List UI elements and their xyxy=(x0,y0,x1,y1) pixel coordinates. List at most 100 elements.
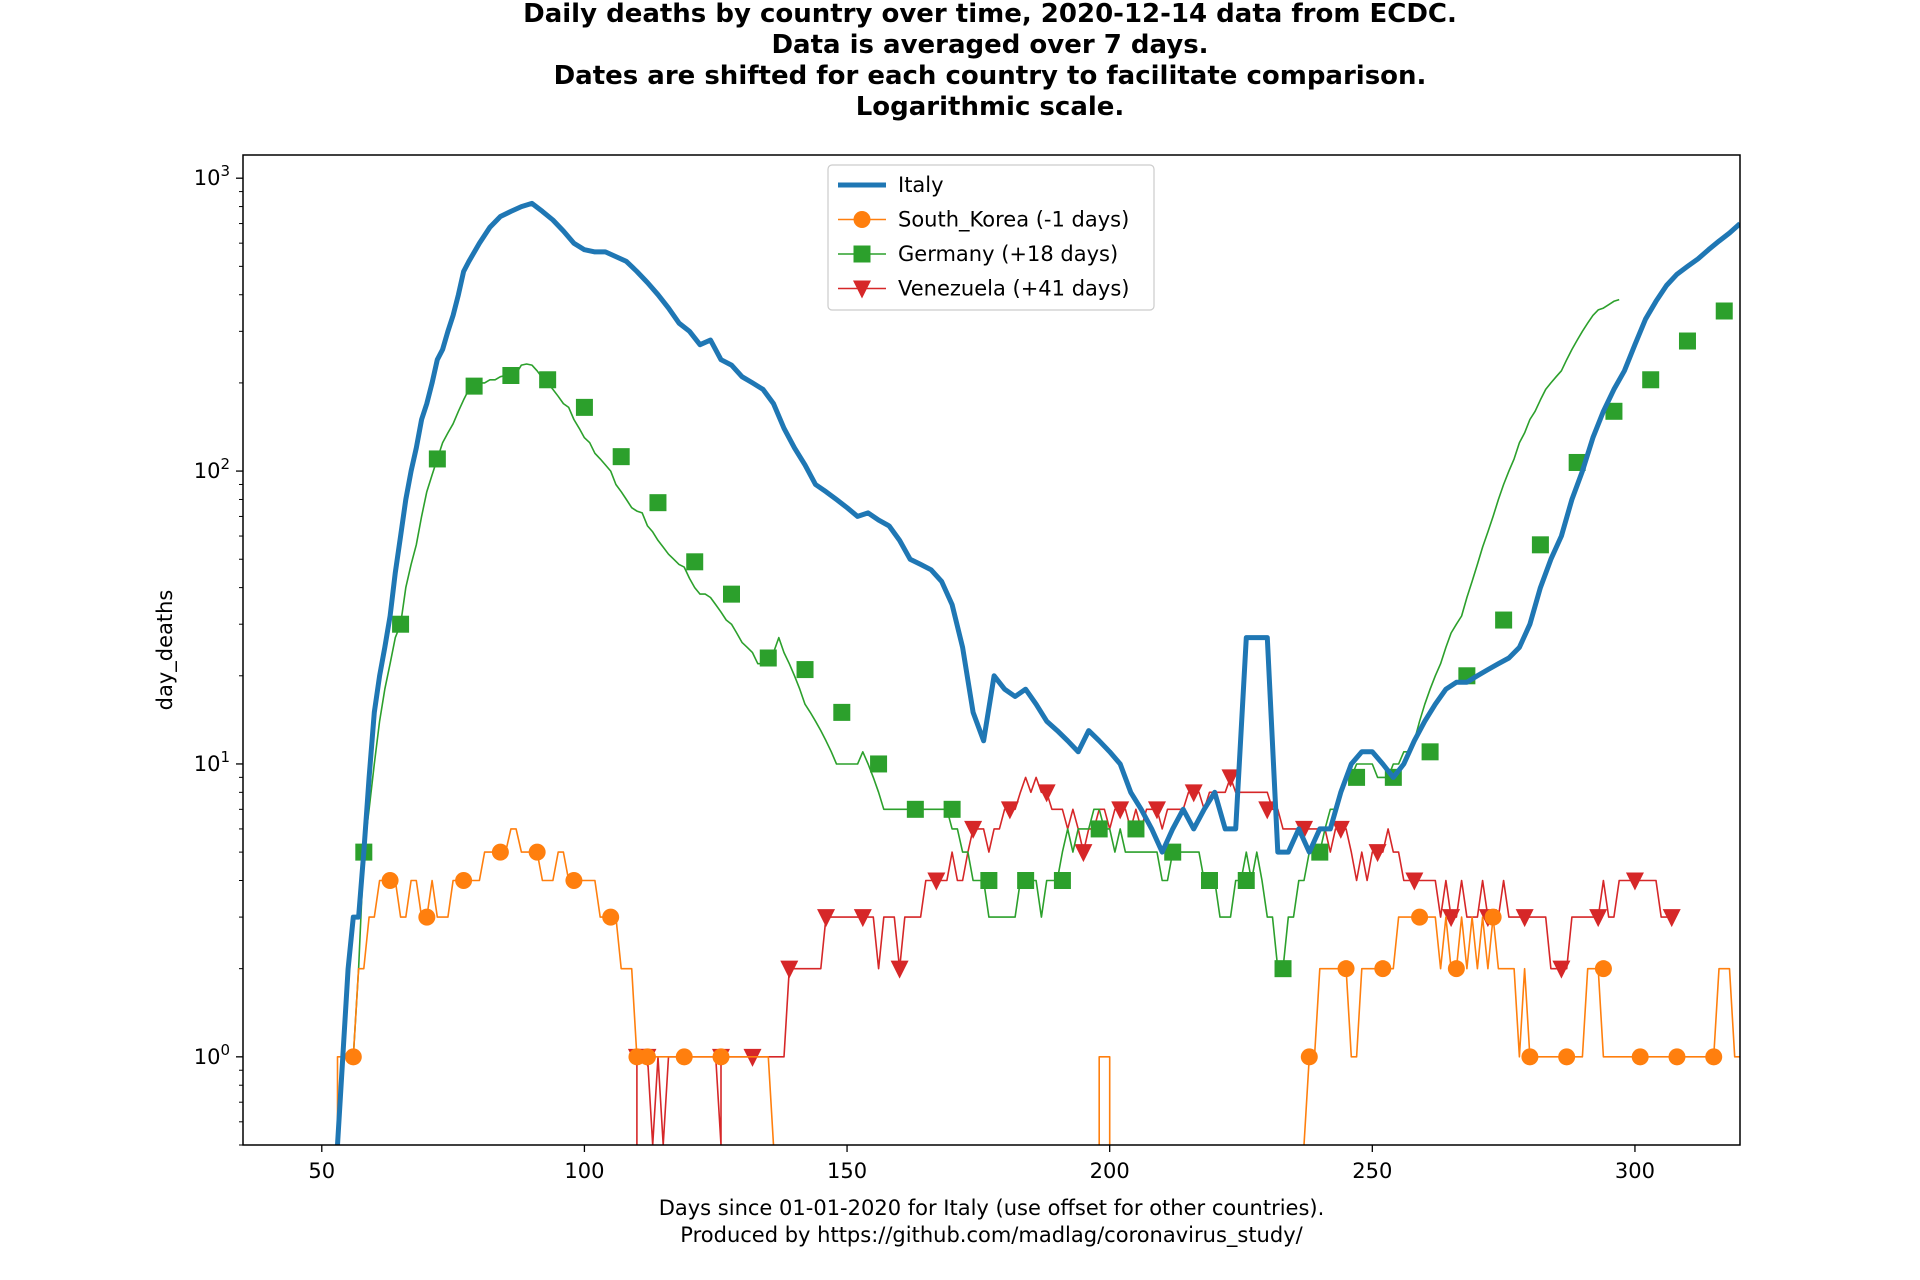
y-axis: 103 102 101 100 xyxy=(194,162,243,1146)
data-point xyxy=(943,800,961,818)
data-point xyxy=(817,909,836,928)
data-point xyxy=(686,553,704,571)
data-point xyxy=(1147,801,1166,820)
x-axis-label: Days since 01-01-2020 for Italy (use off… xyxy=(659,1196,1325,1248)
data-point xyxy=(722,585,740,603)
legend-label: South_Korea (-1 days) xyxy=(898,208,1129,233)
data-point xyxy=(1037,784,1056,803)
data-point xyxy=(1295,820,1314,839)
series-line xyxy=(336,828,775,1145)
data-point xyxy=(1625,872,1644,891)
data-point xyxy=(1311,843,1329,861)
data-point xyxy=(1053,872,1071,890)
data-point xyxy=(1164,843,1182,861)
data-point xyxy=(1337,960,1355,978)
data-point xyxy=(602,908,620,926)
data-point xyxy=(502,366,520,384)
data-point xyxy=(906,800,924,818)
data-point xyxy=(853,909,872,928)
legend-item: Germany (+18 days) xyxy=(838,242,1118,266)
series-south_korea xyxy=(336,828,1740,1145)
data-point xyxy=(1300,1048,1318,1066)
data-point xyxy=(1668,1048,1686,1066)
data-point xyxy=(491,843,509,861)
legend-item: South_Korea (-1 days) xyxy=(838,208,1129,233)
data-point xyxy=(539,371,557,389)
data-point xyxy=(1589,909,1608,928)
legend-label: Venezuela (+41 days) xyxy=(898,277,1129,301)
data-point xyxy=(743,1048,762,1067)
data-point xyxy=(1421,743,1439,761)
plot-series xyxy=(335,200,1740,1145)
data-point xyxy=(1594,960,1612,978)
data-point xyxy=(418,908,436,926)
data-point xyxy=(1678,332,1696,350)
data-point xyxy=(428,450,446,468)
legend-item: Venezuela (+41 days) xyxy=(838,277,1129,301)
data-point xyxy=(1184,784,1203,803)
data-point xyxy=(344,1048,362,1066)
x-tick-label: 250 xyxy=(1352,1159,1392,1183)
data-point xyxy=(1237,872,1255,890)
plot-frame xyxy=(242,154,1741,1146)
data-point xyxy=(455,872,473,890)
data-point xyxy=(1705,1048,1723,1066)
data-point xyxy=(1631,1048,1649,1066)
data-point xyxy=(927,872,946,891)
x-tick-label: 100 xyxy=(564,1159,604,1183)
x-axis-label-line: Produced by https://github.com/madlag/co… xyxy=(680,1223,1303,1248)
data-point xyxy=(1127,820,1145,838)
data-point xyxy=(528,843,546,861)
data-point xyxy=(465,377,483,395)
data-point xyxy=(833,703,851,721)
legend-marker xyxy=(853,280,871,299)
data-point xyxy=(1447,960,1465,978)
data-point xyxy=(1495,611,1513,629)
title-line: Data is averaged over 7 days. xyxy=(771,30,1208,60)
title-line: Dates are shifted for each country to fa… xyxy=(554,61,1427,91)
y-tick-label: 103 xyxy=(194,162,230,190)
legend-label: Italy xyxy=(898,173,944,197)
data-point xyxy=(1515,909,1534,928)
data-point xyxy=(1000,801,1019,820)
data-point xyxy=(1662,909,1681,928)
legend-marker xyxy=(853,245,871,263)
series-italy xyxy=(335,200,1740,1145)
data-point xyxy=(796,661,814,679)
data-point xyxy=(675,1048,693,1066)
legend-label: Germany (+18 days) xyxy=(898,242,1118,266)
data-point xyxy=(1090,820,1108,838)
series-line xyxy=(1303,916,1740,1145)
data-point xyxy=(1552,960,1571,979)
legend-marker xyxy=(853,211,871,228)
data-point xyxy=(712,1048,730,1066)
y-tick-label: 102 xyxy=(194,455,230,483)
x-axis: 50 100 150 200 250 300 xyxy=(308,1145,1655,1183)
chart-title: Daily deaths by country over time, 2020-… xyxy=(523,0,1457,122)
data-point xyxy=(1642,371,1660,389)
x-tick-label: 200 xyxy=(1090,1159,1130,1183)
series-line xyxy=(1098,1056,1111,1145)
y-tick-label: 101 xyxy=(194,748,230,776)
legend-box xyxy=(827,164,1155,311)
data-point xyxy=(964,820,983,839)
data-point xyxy=(1017,872,1035,890)
data-point xyxy=(565,872,583,890)
series-venezuela xyxy=(627,769,1681,1145)
data-point xyxy=(870,755,888,773)
data-point xyxy=(1484,908,1502,926)
data-point xyxy=(759,649,777,667)
data-point xyxy=(1715,302,1733,320)
data-point xyxy=(1605,402,1623,420)
data-point xyxy=(1111,801,1130,820)
data-point xyxy=(1348,768,1366,786)
data-point xyxy=(1405,872,1424,891)
data-point xyxy=(1374,960,1392,978)
data-point xyxy=(1331,820,1350,839)
data-point xyxy=(780,960,799,979)
data-point xyxy=(1074,844,1093,863)
data-point xyxy=(1531,536,1549,554)
title-line: Daily deaths by country over time, 2020-… xyxy=(523,0,1457,29)
data-point xyxy=(1442,909,1461,928)
data-point xyxy=(1368,844,1387,863)
